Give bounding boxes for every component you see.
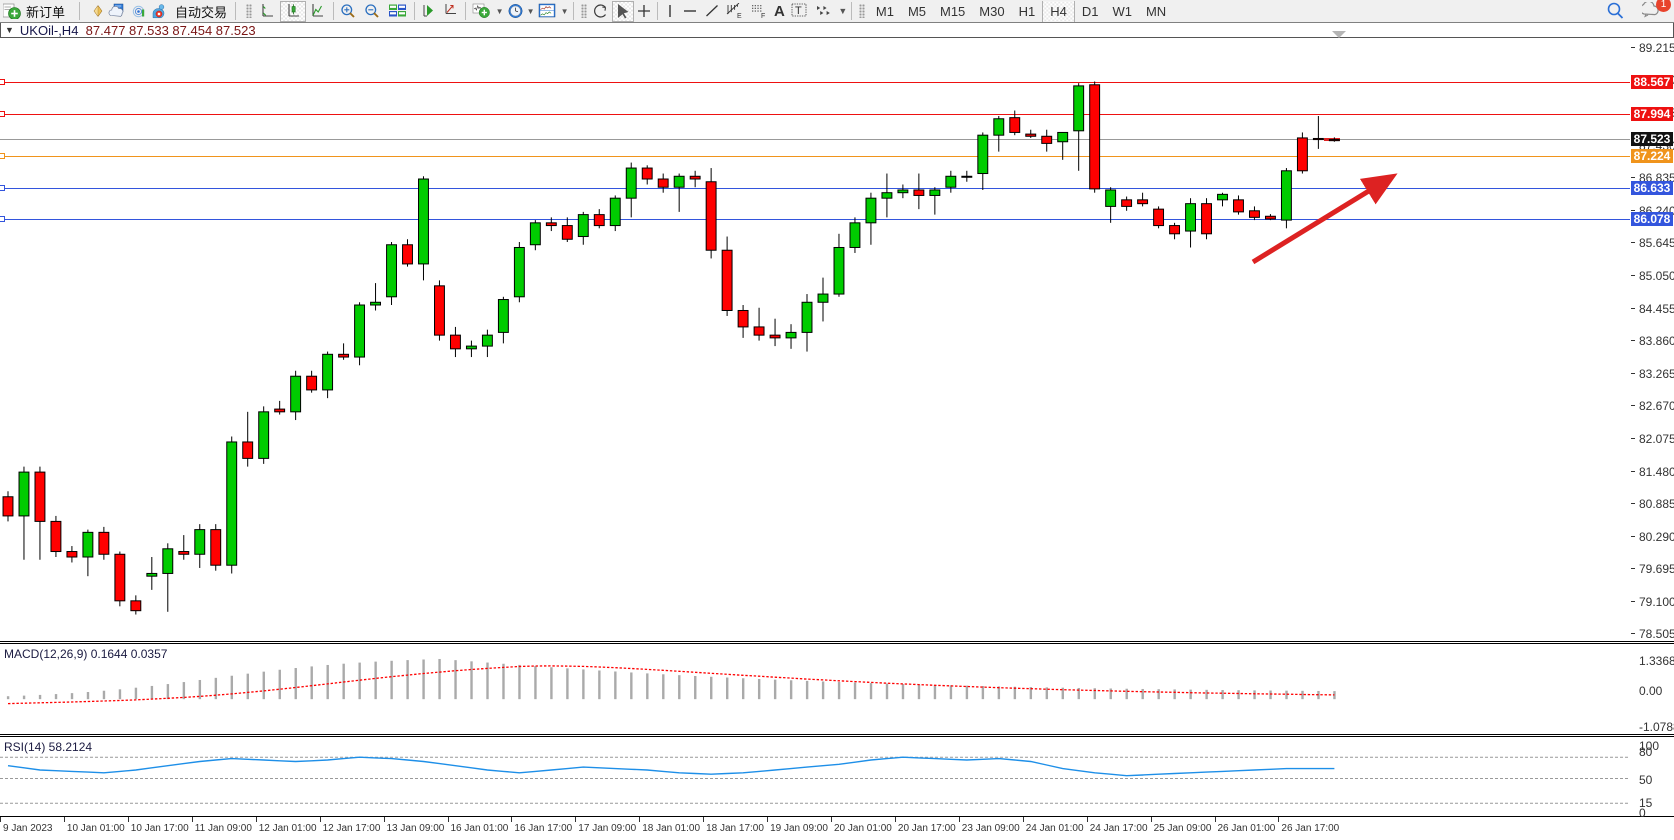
svg-text:F: F	[761, 13, 765, 19]
svg-text:T: T	[795, 5, 802, 17]
svg-text:E: E	[737, 13, 742, 19]
